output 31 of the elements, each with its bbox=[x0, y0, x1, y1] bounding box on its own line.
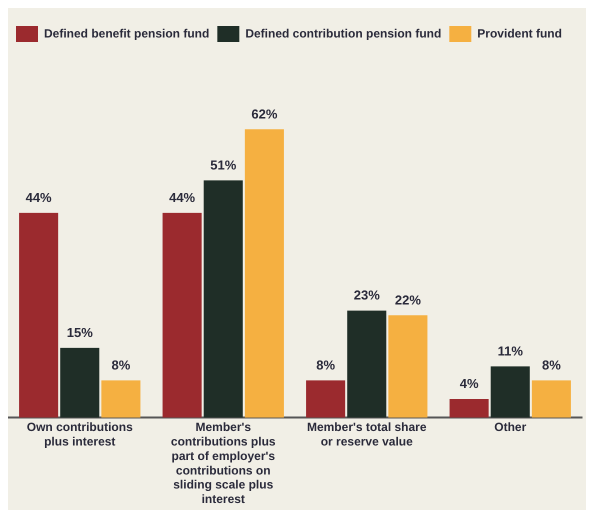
bar bbox=[60, 348, 100, 418]
x-tick-label: Other bbox=[494, 420, 527, 434]
bar bbox=[532, 380, 571, 418]
bar bbox=[450, 398, 489, 418]
bar bbox=[204, 180, 243, 418]
bar bbox=[101, 380, 140, 418]
bar bbox=[19, 212, 58, 418]
data-label: 8% bbox=[316, 357, 336, 372]
bar bbox=[162, 212, 202, 418]
bar bbox=[244, 129, 284, 418]
data-label: 44% bbox=[169, 190, 196, 206]
x-tick-label: Member's total share or reserve value bbox=[306, 420, 427, 449]
data-label: 62% bbox=[251, 106, 278, 122]
bar bbox=[306, 380, 346, 418]
data-label: 44% bbox=[26, 190, 52, 206]
x-tick-label: Member's contributions plus part of employer's contributions on sliding scale plus interest bbox=[170, 420, 276, 506]
data-label: 22% bbox=[394, 292, 422, 308]
data-label: 51% bbox=[210, 157, 237, 172]
legend-label: Defined contribution pension fund bbox=[245, 26, 442, 40]
bar bbox=[388, 315, 428, 418]
legend-label: Defined benefit pension fund bbox=[44, 26, 210, 40]
data-label: 15% bbox=[66, 324, 94, 340]
bar bbox=[347, 310, 386, 418]
x-tick-label: Own contributions plus interest bbox=[26, 420, 134, 449]
data-label: 11% bbox=[498, 344, 524, 359]
bar bbox=[490, 366, 530, 418]
data-label: 8% bbox=[111, 357, 131, 372]
data-label: 4% bbox=[460, 376, 479, 392]
data-label: 23% bbox=[354, 288, 380, 303]
legend-label: Provident fund bbox=[477, 26, 562, 40]
data-label: 8% bbox=[542, 357, 562, 372]
